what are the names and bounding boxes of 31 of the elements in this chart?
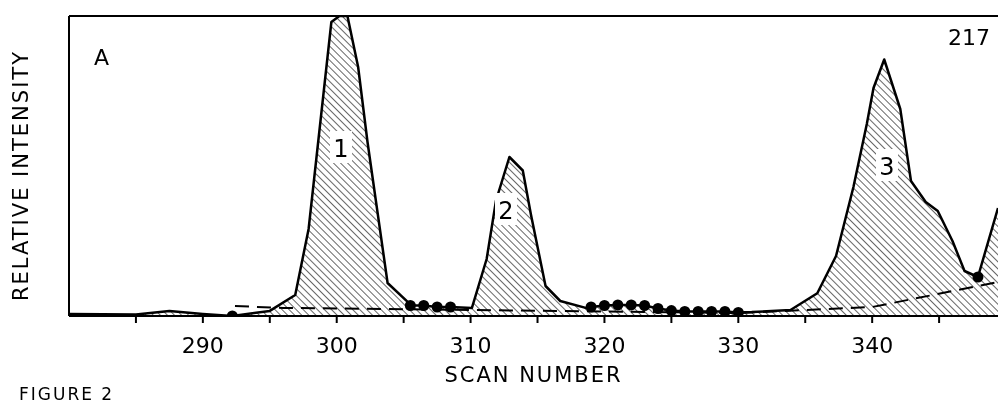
x-tick-label: 310 bbox=[449, 332, 492, 358]
point bbox=[445, 301, 457, 313]
x-tick-label: 330 bbox=[717, 332, 760, 358]
x-tick-label: 290 bbox=[181, 332, 224, 358]
point bbox=[585, 301, 597, 313]
point bbox=[639, 300, 651, 311]
point bbox=[972, 271, 984, 283]
caption: FIGURE 2 bbox=[19, 384, 115, 402]
point bbox=[625, 299, 637, 311]
point bbox=[418, 300, 430, 311]
point bbox=[652, 303, 664, 314]
x-tick-label: 300 bbox=[315, 332, 358, 358]
point bbox=[706, 306, 718, 316]
point bbox=[404, 300, 416, 311]
annotation: 3 bbox=[879, 153, 895, 181]
x-tick-label: 340 bbox=[851, 332, 894, 358]
point bbox=[612, 299, 624, 311]
point bbox=[692, 306, 704, 316]
annotation: 2 bbox=[498, 197, 514, 225]
point bbox=[598, 300, 610, 311]
x-tick-label: 320 bbox=[583, 332, 626, 358]
point bbox=[679, 306, 691, 316]
y-axis-title: RELATIVE INTENSITY bbox=[9, 50, 33, 301]
annotation: 1 bbox=[333, 135, 349, 163]
annotation: 217 bbox=[948, 25, 990, 50]
point bbox=[665, 305, 677, 316]
point bbox=[732, 306, 744, 316]
annotation: A bbox=[94, 45, 110, 70]
point bbox=[431, 301, 443, 313]
point bbox=[719, 306, 731, 316]
x-axis-title: SCAN NUMBER bbox=[444, 363, 623, 387]
